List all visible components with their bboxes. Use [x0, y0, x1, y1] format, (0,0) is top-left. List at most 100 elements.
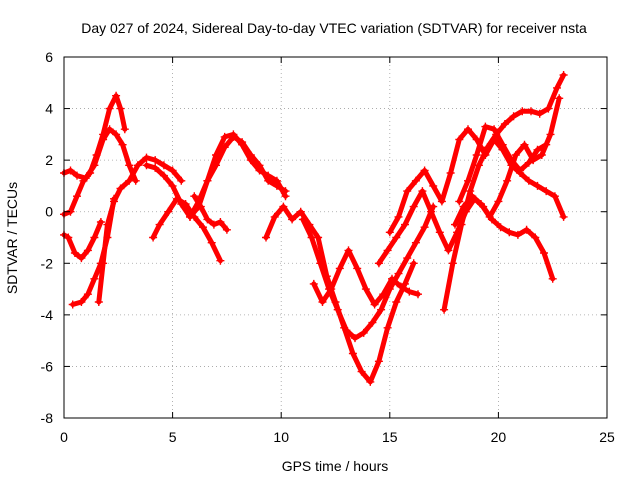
data-point-marker	[105, 104, 114, 113]
data-point-marker	[272, 176, 281, 185]
data-point-marker	[281, 192, 290, 201]
sat-trace-8-line	[187, 131, 288, 220]
data-point-marker	[411, 176, 420, 185]
data-point-marker	[542, 187, 551, 196]
data-point-marker	[527, 107, 535, 116]
data-point-marker	[409, 259, 418, 268]
data-point-marker	[533, 181, 542, 190]
data-point-marker	[531, 233, 540, 242]
data-point-marker	[500, 120, 509, 128]
data-point-marker	[229, 130, 238, 139]
data-point-marker	[507, 156, 516, 165]
data-point-marker	[383, 246, 392, 255]
data-point-marker	[548, 274, 557, 283]
data-point-marker	[535, 109, 544, 118]
data-point-marker	[418, 187, 427, 196]
data-point-marker	[405, 287, 414, 296]
data-point-marker	[472, 151, 481, 159]
y-tick-label: -6	[41, 358, 54, 374]
data-point-marker	[401, 220, 409, 229]
data-point-marker	[149, 233, 158, 242]
sat-trace-7	[149, 194, 225, 265]
data-point-marker	[190, 192, 199, 201]
data-point-marker	[325, 285, 333, 294]
data-point-marker	[374, 357, 383, 366]
data-point-marker	[368, 318, 377, 327]
data-point-marker	[394, 212, 403, 221]
data-point-marker	[385, 228, 394, 237]
data-point-marker	[374, 259, 383, 268]
data-point-marker	[513, 230, 522, 239]
data-point-marker	[116, 104, 125, 113]
data-point-marker	[420, 223, 429, 232]
data-point-marker	[279, 202, 288, 211]
x-tick-label: 20	[491, 429, 507, 445]
data-point-marker	[168, 166, 177, 175]
data-point-marker	[209, 220, 218, 229]
data-point-marker	[509, 112, 518, 121]
data-series	[60, 71, 568, 386]
plot-frame	[63, 56, 608, 419]
data-point-marker	[216, 256, 225, 265]
data-point-marker	[392, 298, 401, 306]
data-point-marker	[394, 269, 403, 278]
data-point-marker	[151, 163, 160, 172]
data-point-marker	[477, 200, 485, 208]
data-point-marker	[133, 161, 142, 170]
data-point-marker	[524, 176, 533, 185]
y-tick-label: -8	[41, 410, 54, 426]
data-point-marker	[435, 228, 444, 237]
data-point-marker	[86, 169, 95, 177]
data-point-marker	[485, 212, 494, 221]
data-point-marker	[316, 259, 325, 268]
data-point-marker	[112, 130, 121, 139]
data-point-marker	[464, 125, 472, 134]
data-point-marker	[199, 223, 207, 232]
data-point-marker	[73, 171, 81, 180]
data-point-marker	[411, 238, 420, 247]
x-tick-label: 0	[60, 429, 68, 445]
data-point-marker	[172, 194, 181, 203]
data-point-marker	[537, 151, 546, 159]
axes: 0 5 10 15 20 25 -8 -6 -4 -2 0 2 4 6	[41, 49, 615, 445]
data-point-marker	[159, 161, 168, 170]
data-point-marker	[142, 161, 151, 170]
data-point-marker	[92, 151, 101, 159]
sat-trace-12	[298, 202, 438, 343]
data-point-marker	[496, 223, 505, 232]
data-point-marker	[359, 328, 368, 337]
data-point-marker	[222, 225, 231, 234]
data-point-marker	[96, 218, 105, 226]
data-point-marker	[155, 220, 164, 229]
data-point-marker	[555, 94, 564, 103]
data-point-marker	[186, 212, 194, 221]
data-point-marker	[494, 197, 503, 206]
data-point-marker	[544, 104, 553, 113]
data-point-marker	[99, 259, 108, 268]
x-tick-label: 15	[382, 429, 398, 445]
data-point-marker	[370, 300, 379, 309]
chart-title: Day 027 of 2024, Sidereal Day-to-day VTE…	[81, 20, 587, 36]
data-point-marker	[353, 264, 362, 273]
data-point-marker	[333, 305, 342, 314]
sat-trace-9	[190, 192, 231, 234]
data-point-marker	[396, 282, 405, 291]
y-tick-label: 2	[45, 152, 53, 168]
data-point-marker	[94, 298, 103, 306]
data-point-marker	[540, 249, 548, 257]
data-point-marker	[68, 300, 77, 309]
data-point-marker	[518, 107, 527, 116]
data-point-marker	[83, 246, 92, 255]
data-point-marker	[270, 212, 279, 221]
data-point-marker	[73, 192, 81, 201]
data-point-marker	[403, 254, 412, 263]
data-point-marker	[481, 122, 490, 131]
data-point-marker	[168, 181, 177, 190]
x-tick-label: 10	[273, 429, 289, 445]
data-point-marker	[90, 233, 99, 242]
data-point-marker	[255, 166, 264, 175]
data-point-marker	[553, 83, 561, 92]
data-point-marker	[151, 156, 160, 165]
data-point-marker	[524, 158, 533, 167]
